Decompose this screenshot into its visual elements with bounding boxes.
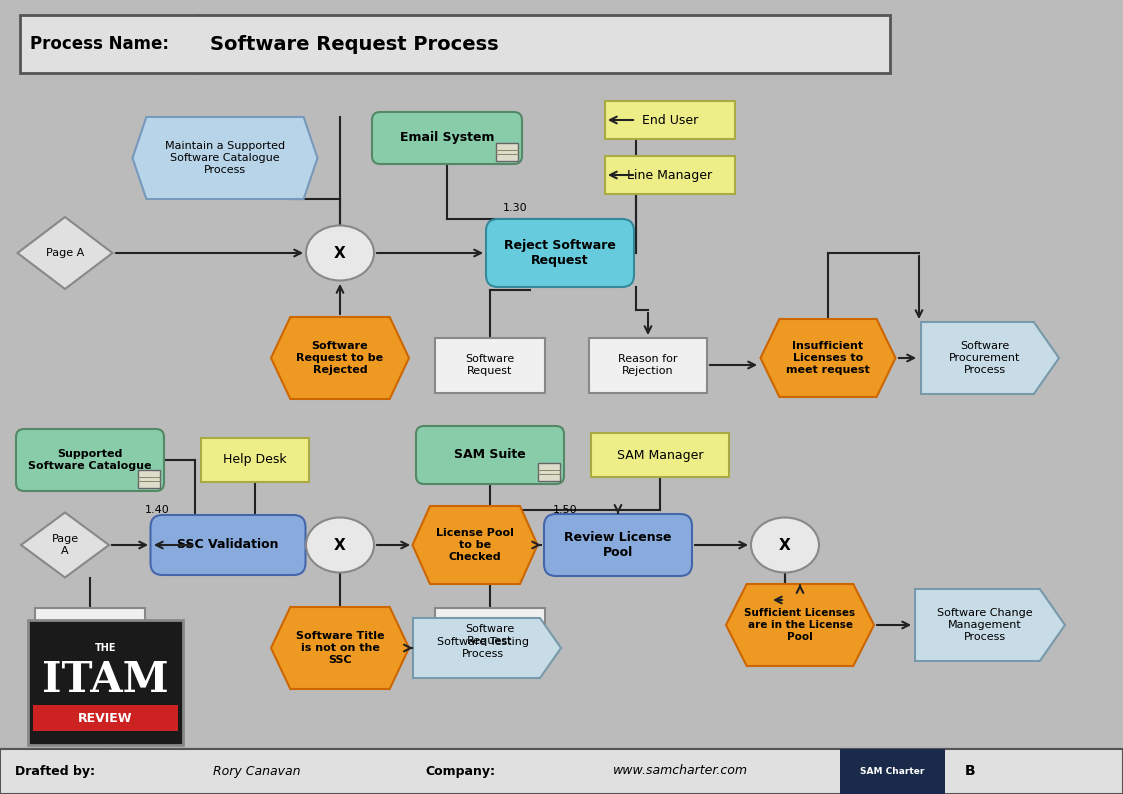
Text: Software Request Process: Software Request Process [210, 34, 499, 53]
Polygon shape [271, 607, 409, 689]
Text: Line Manager: Line Manager [628, 168, 713, 182]
Text: Software
Request: Software Request [465, 354, 514, 376]
Text: THE: THE [94, 643, 117, 653]
Bar [435, 337, 545, 392]
Polygon shape [921, 322, 1059, 394]
Text: Insufficient
Licenses to
meet request: Insufficient Licenses to meet request [786, 341, 870, 375]
Text: X: X [335, 538, 346, 553]
Bar [605, 156, 734, 194]
Text: Software Change
Management
Process: Software Change Management Process [938, 608, 1033, 642]
Text: Software Title
is not on the
SSC: Software Title is not on the SSC [295, 631, 384, 665]
Text: Software
Request: Software Request [465, 624, 514, 646]
Polygon shape [18, 217, 112, 289]
Ellipse shape [305, 225, 374, 280]
Polygon shape [412, 506, 538, 584]
FancyBboxPatch shape [486, 219, 634, 287]
Text: Software
Request: Software Request [65, 624, 115, 646]
Bar [33, 705, 179, 731]
Bar [138, 470, 159, 488]
FancyBboxPatch shape [416, 426, 564, 484]
Text: Page
A: Page A [52, 534, 79, 556]
Polygon shape [271, 317, 409, 399]
Text: Help Desk: Help Desk [223, 453, 286, 467]
Text: SAM Suite: SAM Suite [454, 449, 526, 461]
Text: Drafted by:: Drafted by: [15, 765, 95, 777]
Polygon shape [725, 584, 874, 666]
Bar [840, 749, 944, 794]
Bar [605, 101, 734, 139]
Bar [591, 433, 729, 477]
Text: Review License
Pool: Review License Pool [564, 531, 672, 559]
Text: REVIEW: REVIEW [79, 711, 133, 724]
Text: X: X [779, 538, 791, 553]
Text: 1.40: 1.40 [145, 505, 170, 515]
Text: Software
Request to be
Rejected: Software Request to be Rejected [296, 341, 384, 375]
FancyBboxPatch shape [544, 514, 692, 576]
FancyBboxPatch shape [372, 112, 522, 164]
Ellipse shape [751, 518, 819, 572]
Text: Reject Software
Request: Reject Software Request [504, 239, 615, 267]
FancyBboxPatch shape [150, 515, 305, 575]
Bar [20, 15, 891, 73]
Text: Software Testing
Process: Software Testing Process [437, 638, 529, 659]
Text: B: B [965, 764, 975, 778]
Bar [35, 607, 145, 662]
Text: X: X [335, 245, 346, 260]
Bar [0, 749, 1123, 794]
Ellipse shape [305, 518, 374, 572]
Text: End User: End User [642, 114, 699, 126]
Text: License Pool
to be
Checked: License Pool to be Checked [436, 528, 514, 561]
Polygon shape [760, 319, 895, 397]
Text: Email System: Email System [400, 132, 494, 145]
Text: ITAM: ITAM [43, 659, 168, 701]
Polygon shape [21, 512, 109, 577]
Bar [201, 438, 309, 482]
Bar [435, 607, 545, 662]
Text: Process Name:: Process Name: [30, 35, 168, 53]
Text: Reason for
Rejection: Reason for Rejection [619, 354, 678, 376]
Text: SAM Charter: SAM Charter [860, 766, 924, 776]
Text: Maintain a Supported
Software Catalogue
Process: Maintain a Supported Software Catalogue … [165, 141, 285, 175]
Text: Rory Canavan: Rory Canavan [213, 765, 301, 777]
Polygon shape [133, 117, 318, 199]
Text: Sufficient Licenses
are in the License
Pool: Sufficient Licenses are in the License P… [745, 608, 856, 642]
Text: 1.30: 1.30 [503, 203, 528, 213]
Text: Company:: Company: [424, 765, 495, 777]
Text: Page A: Page A [46, 248, 84, 258]
Bar [28, 620, 183, 745]
Bar [588, 337, 707, 392]
Text: Software
Procurement
Process: Software Procurement Process [949, 341, 1021, 375]
Text: www.samcharter.com: www.samcharter.com [612, 765, 748, 777]
FancyBboxPatch shape [16, 429, 164, 491]
Bar [496, 143, 518, 161]
Text: Supported
Software Catalogue: Supported Software Catalogue [28, 449, 152, 471]
Text: SAM Manager: SAM Manager [617, 449, 703, 461]
Text: SSC Validation: SSC Validation [177, 538, 279, 552]
Text: 1.50: 1.50 [553, 505, 577, 515]
Polygon shape [915, 589, 1065, 661]
Bar [538, 463, 560, 481]
Polygon shape [413, 618, 562, 678]
